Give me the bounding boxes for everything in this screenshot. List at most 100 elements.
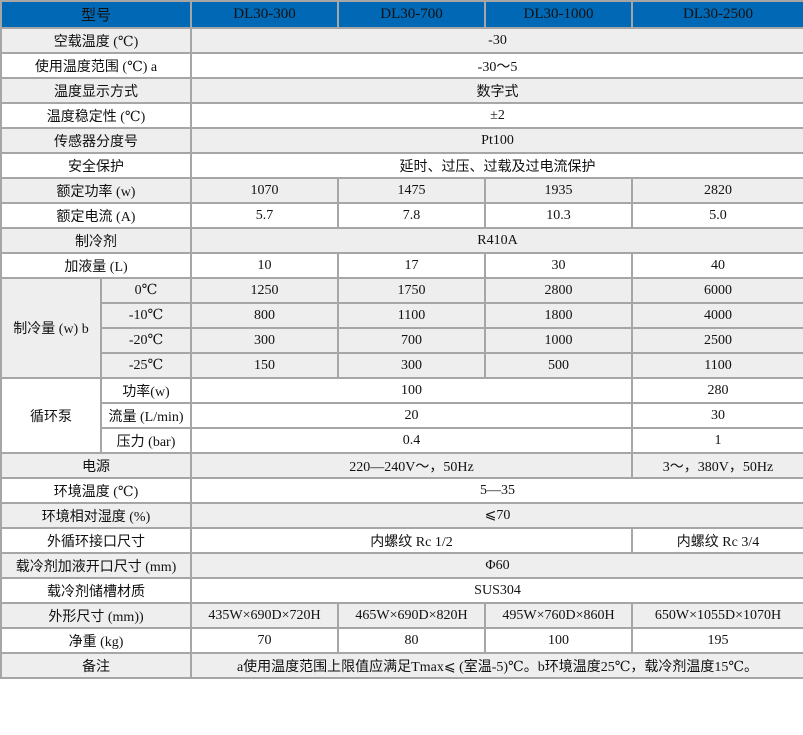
row-value: -30～5 [190, 52, 803, 79]
table-row: 使用温度范围 (℃) a -30～5 [0, 52, 803, 79]
row-label: 额定功率 (w) [0, 177, 193, 204]
table-row: 备注 a使用温度范围上限值应满足Tmax⩽ (室温-5)℃。b环境温度25℃，载冷… [0, 652, 803, 679]
table-row: 环境温度 (℃) 5—35 [0, 477, 803, 504]
row-value: 1750 [337, 277, 487, 304]
pump-label: 循环泵 [0, 377, 102, 454]
model-header: DL30-1000 [484, 0, 634, 29]
row-value: 7.8 [337, 202, 487, 229]
row-value: 1 [631, 427, 803, 454]
model-header: DL30-2500 [631, 0, 803, 29]
row-value: 1250 [190, 277, 340, 304]
row-value: 500 [484, 352, 634, 379]
header-label: 型号 [0, 0, 193, 29]
row-label: 净重 (kg) [0, 627, 193, 654]
row-value: 1000 [484, 327, 634, 354]
row-value: 3～，380V，50Hz [631, 452, 803, 479]
row-value: 20 [190, 402, 634, 429]
pump-param: 流量 (L/min) [99, 402, 193, 429]
row-value: 内螺纹 Rc 3/4 [631, 527, 803, 554]
model-header: DL30-700 [337, 0, 487, 29]
row-value: 800 [190, 302, 340, 329]
table-row: 载冷剂加液开口尺寸 (mm) Φ60 [0, 552, 803, 579]
table-row: 电源 220—240V～，50Hz 3～，380V，50Hz [0, 452, 803, 479]
row-value: 1935 [484, 177, 634, 204]
row-value: 6000 [631, 277, 803, 304]
table-row: 流量 (L/min) 20 30 [1, 402, 803, 429]
row-value: SUS304 [190, 577, 803, 604]
row-value: 150 [190, 352, 340, 379]
row-value: 280 [631, 377, 803, 404]
row-label: 额定电流 (A) [0, 202, 193, 229]
row-label: 载冷剂加液开口尺寸 (mm) [0, 552, 193, 579]
row-label: 温度显示方式 [0, 77, 193, 104]
row-value: 1100 [337, 302, 487, 329]
row-value: 2800 [484, 277, 634, 304]
table-row: 加液量 (L) 10 17 30 40 [0, 252, 803, 279]
table-row: 传感器分度号 Pt100 [0, 127, 803, 154]
table-row: 额定功率 (w) 1070 1475 1935 2820 [0, 177, 803, 204]
table-row: -10℃ 800 1100 1800 4000 [1, 302, 803, 329]
table-row: 额定电流 (A) 5.7 7.8 10.3 5.0 [0, 202, 803, 229]
row-value: 80 [337, 627, 487, 654]
row-value: 0.4 [190, 427, 634, 454]
table-row: 制冷剂 R410A [0, 227, 803, 254]
row-label: 环境温度 (℃) [0, 477, 193, 504]
cooling-temp: -25℃ [99, 352, 193, 379]
row-label: 外循环接口尺寸 [0, 527, 193, 554]
row-value: 650W×1055D×1070H [631, 602, 803, 629]
row-value: 195 [631, 627, 803, 654]
row-value: 10 [190, 252, 340, 279]
spec-table: 型号 DL30-300 DL30-700 DL30-1000 DL30-2500… [0, 0, 803, 679]
table-row: 净重 (kg) 70 80 100 195 [0, 627, 803, 654]
table-row: 压力 (bar) 0.4 1 [1, 427, 803, 454]
row-value: 300 [190, 327, 340, 354]
row-value: 4000 [631, 302, 803, 329]
table-row: 空载温度 (℃) -30 [0, 27, 803, 54]
row-value: 100 [484, 627, 634, 654]
row-label: 环境相对湿度 (%) [0, 502, 193, 529]
row-value: 1100 [631, 352, 803, 379]
table-row: 载冷剂储槽材质 SUS304 [0, 577, 803, 604]
row-value: Pt100 [190, 127, 803, 154]
row-value: 30 [631, 402, 803, 429]
pump-param: 功率(w) [99, 377, 193, 404]
table-row: 安全保护 延时、过压、过载及过电流保护 [0, 152, 803, 179]
row-value: 2500 [631, 327, 803, 354]
row-value: 5.0 [631, 202, 803, 229]
row-label: 空载温度 (℃) [0, 27, 193, 54]
table-row: 制冷量 (w) b 0℃ 1250 1750 2800 6000 [0, 277, 803, 379]
pump-param: 压力 (bar) [99, 427, 193, 454]
model-header: DL30-300 [190, 0, 340, 29]
row-value: 2820 [631, 177, 803, 204]
table-row: 外循环接口尺寸 内螺纹 Rc 1/2 内螺纹 Rc 3/4 [0, 527, 803, 554]
row-value: 40 [631, 252, 803, 279]
row-value: 495W×760D×860H [484, 602, 634, 629]
row-value: 1475 [337, 177, 487, 204]
table-row: -25℃ 150 300 500 1100 [1, 352, 803, 379]
row-value: 1070 [190, 177, 340, 204]
row-label: 传感器分度号 [0, 127, 193, 154]
row-value: 内螺纹 Rc 1/2 [190, 527, 634, 554]
row-value: 延时、过压、过载及过电流保护 [190, 152, 803, 179]
cooling-label: 制冷量 (w) b [0, 277, 102, 379]
table-row: 温度显示方式 数字式 [0, 77, 803, 104]
row-value: -30 [190, 27, 803, 54]
row-value: 220—240V～，50Hz [190, 452, 634, 479]
row-value: ±2 [190, 102, 803, 129]
header-row: 型号 DL30-300 DL30-700 DL30-1000 DL30-2500 [0, 0, 803, 29]
table-row: 温度稳定性 (℃) ±2 [0, 102, 803, 129]
row-value: 435W×690D×720H [190, 602, 340, 629]
row-label: 外形尺寸 (mm)) [0, 602, 193, 629]
row-value: 300 [337, 352, 487, 379]
cooling-temp: 0℃ [99, 277, 193, 304]
row-label: 温度稳定性 (℃) [0, 102, 193, 129]
cooling-temp: -20℃ [99, 327, 193, 354]
row-label: 备注 [0, 652, 193, 679]
table-row: 外形尺寸 (mm)) 435W×690D×720H 465W×690D×820H 49… [0, 602, 803, 629]
row-value: 30 [484, 252, 634, 279]
row-value: 465W×690D×820H [337, 602, 487, 629]
row-value: 100 [190, 377, 634, 404]
row-value: 5.7 [190, 202, 340, 229]
row-value: 700 [337, 327, 487, 354]
table-row: 循环泵 功率(w) 100 280 [0, 377, 803, 454]
